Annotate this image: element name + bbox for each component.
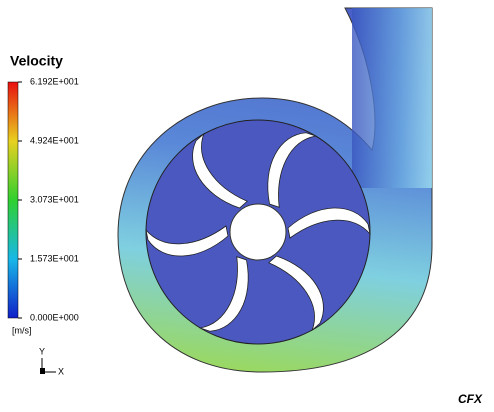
axis-origin xyxy=(40,368,45,374)
cfd-view: Velocity 6.192E+001 4.924E+001 3.073E+001 1… xyxy=(0,0,494,412)
axis-x-label: X xyxy=(58,366,64,376)
hub xyxy=(230,204,286,260)
legend-tick-label: 4.924E+001 xyxy=(30,135,79,145)
legend-tick-label: 6.192E+001 xyxy=(30,76,79,86)
legend-tick-label: 3.073E+001 xyxy=(30,194,79,204)
logo: CFX xyxy=(458,392,483,406)
outlet xyxy=(352,8,432,188)
legend-title: Velocity xyxy=(10,53,63,69)
axis-y-label: Y xyxy=(39,346,45,356)
legend-tick-label: 0.000E+000 xyxy=(30,312,79,322)
legend-tick-label: 1.573E+001 xyxy=(30,253,79,263)
page: Velocity 6.192E+001 4.924E+001 3.073E+001 1… xyxy=(0,0,494,412)
color-bar xyxy=(8,82,18,318)
legend-ticks: 6.192E+001 4.924E+001 3.073E+001 1.573E+001… xyxy=(18,76,79,322)
legend-unit: [m/s] xyxy=(12,325,32,335)
